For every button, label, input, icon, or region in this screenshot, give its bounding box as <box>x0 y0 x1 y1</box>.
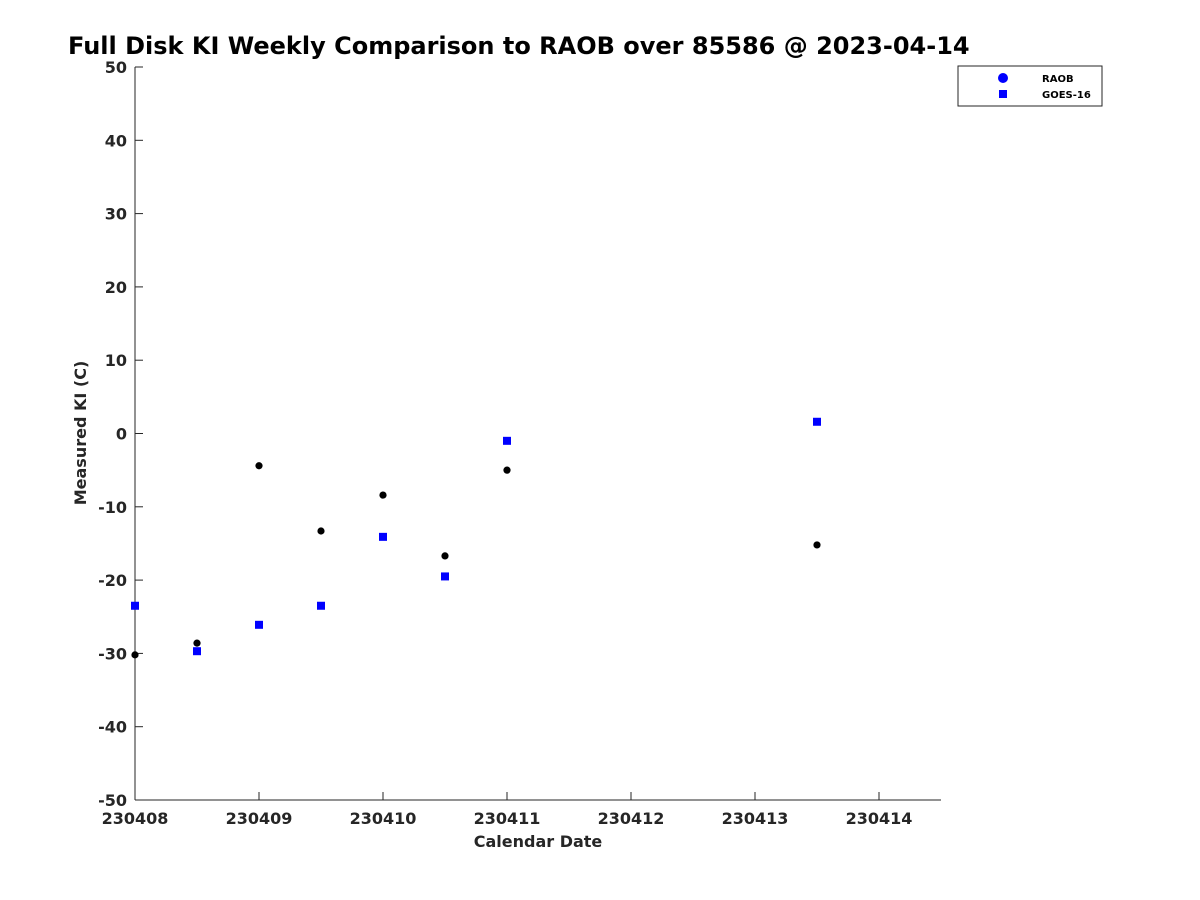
y-tick-label: -10 <box>98 498 127 517</box>
chart-title: Full Disk KI Weekly Comparison to RAOB o… <box>68 32 970 60</box>
raob-point <box>193 639 201 647</box>
legend: RAOB GOES-16 <box>957 65 1103 107</box>
raob-point <box>813 541 821 549</box>
y-tick-label: 50 <box>105 58 127 77</box>
x-tick-label: 230412 <box>598 809 665 828</box>
x-tick-label: 230409 <box>226 809 293 828</box>
y-tick-label: -20 <box>98 571 127 590</box>
goes-16-point <box>255 620 263 629</box>
y-tick-label: 10 <box>105 351 127 370</box>
goes-16-point <box>131 601 139 610</box>
x-tick-label: 230411 <box>474 809 541 828</box>
x-tick-label: 230413 <box>722 809 789 828</box>
x-tick-label: 230410 <box>350 809 417 828</box>
raob-point <box>131 651 139 659</box>
y-tick-label: 40 <box>105 131 127 150</box>
goes-16-point <box>193 647 201 656</box>
raob-point <box>441 552 449 560</box>
raob-point <box>379 491 387 499</box>
goes-16-point <box>317 601 325 610</box>
x-tick-label: 230408 <box>102 809 169 828</box>
x-axis-label: Calendar Date <box>474 832 603 851</box>
legend-label-raob: RAOB <box>1042 74 1074 85</box>
goes-16-point <box>813 417 821 426</box>
goes-16-point <box>503 436 511 445</box>
y-tick-label: 0 <box>116 425 127 444</box>
legend-marker-goes-16 <box>999 90 1007 98</box>
legend-marker-raob <box>998 73 1008 83</box>
raob-point <box>503 466 511 474</box>
raob-point <box>255 462 263 470</box>
legend-label-goes-16: GOES-16 <box>1042 90 1091 101</box>
y-tick-label: 30 <box>105 205 127 224</box>
y-tick-label: 20 <box>105 278 127 297</box>
goes-16-point <box>441 572 449 581</box>
y-tick-label: -40 <box>98 718 127 737</box>
y-tick-label: -50 <box>98 791 127 810</box>
raob-point <box>317 527 325 535</box>
x-tick-label: 230414 <box>846 809 913 828</box>
legend-box <box>957 65 1103 107</box>
goes-16-point <box>379 532 387 541</box>
data-marks <box>131 417 821 659</box>
y-tick-label: -30 <box>98 644 127 663</box>
y-axis-label: Measured KI (C) <box>71 361 90 506</box>
